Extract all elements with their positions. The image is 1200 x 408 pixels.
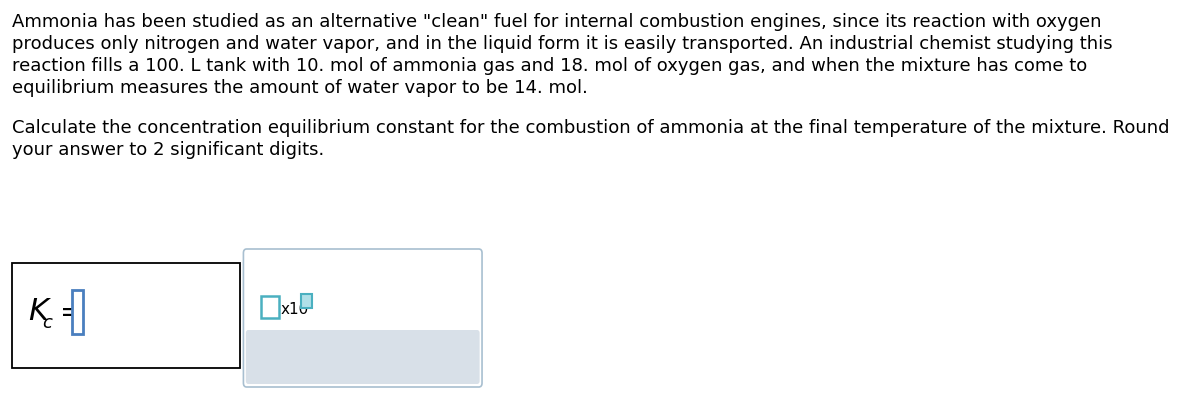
FancyBboxPatch shape	[244, 249, 482, 387]
Text: $\mathit{K}$: $\mathit{K}$	[28, 297, 52, 326]
Bar	[301, 294, 312, 308]
Text: ↺: ↺	[349, 345, 368, 369]
Text: produces only nitrogen and water vapor, and in the liquid form it is easily tran: produces only nitrogen and water vapor, …	[12, 35, 1112, 53]
Bar	[12, 263, 240, 368]
Text: $=$: $=$	[54, 297, 82, 326]
Text: equilibrium measures the amount of water vapor to be 14. mol.: equilibrium measures the amount of water…	[12, 79, 588, 97]
Bar	[262, 296, 278, 318]
Text: Calculate the concentration equilibrium constant for the combustion of ammonia a: Calculate the concentration equilibrium …	[12, 119, 1170, 137]
FancyBboxPatch shape	[246, 330, 480, 384]
Text: $\mathit{c}$: $\mathit{c}$	[42, 315, 53, 333]
Text: x10: x10	[281, 302, 308, 317]
Text: Ammonia has been studied as an alternative "clean" fuel for internal combustion : Ammonia has been studied as an alternati…	[12, 13, 1102, 31]
Text: ?: ?	[434, 345, 446, 369]
Bar	[72, 290, 83, 333]
Text: reaction fills a 100. L tank with 10. mol of ammonia gas and 18. mol of oxygen g: reaction fills a 100. L tank with 10. mo…	[12, 57, 1087, 75]
Text: your answer to 2 significant digits.: your answer to 2 significant digits.	[12, 141, 324, 159]
Text: ×: ×	[271, 345, 292, 369]
